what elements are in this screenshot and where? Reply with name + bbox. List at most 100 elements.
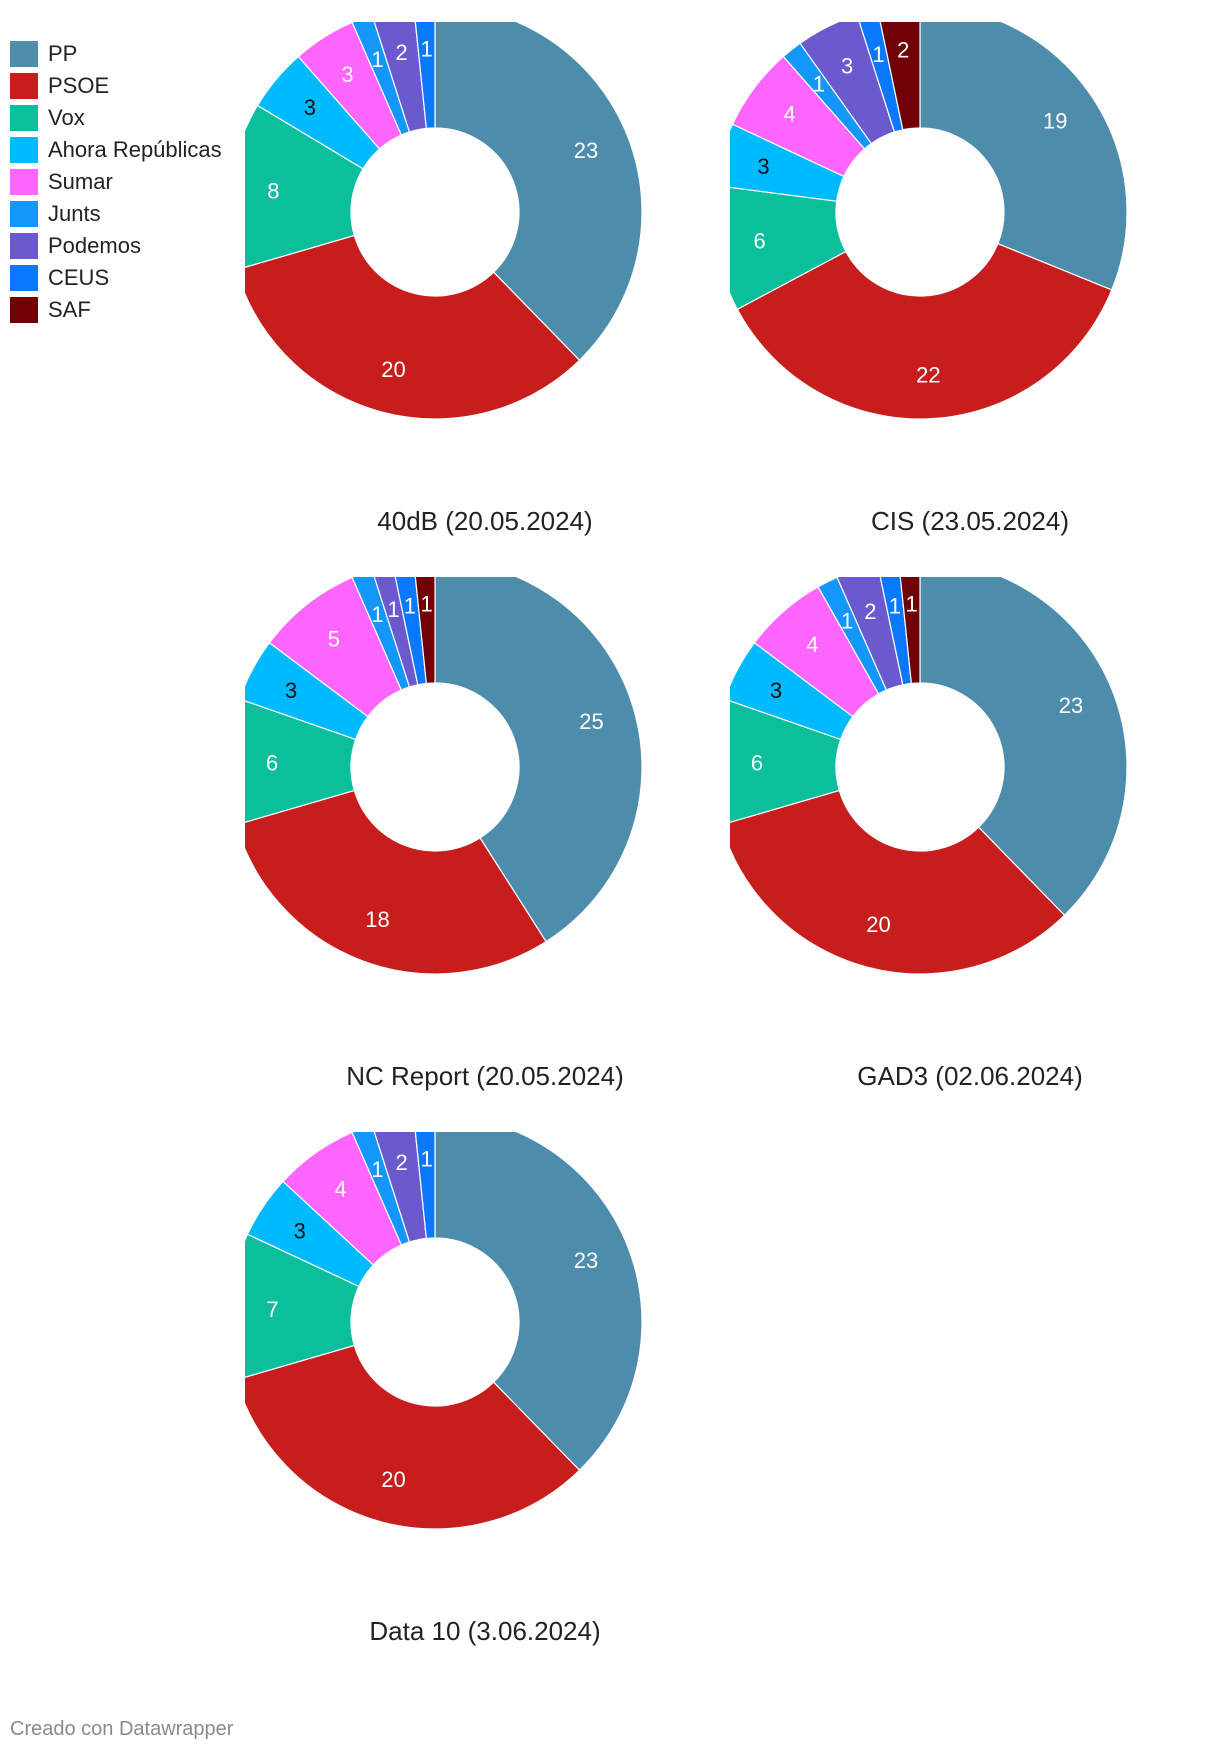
slice-label-vox: 8 — [267, 179, 279, 204]
legend-label: CEUS — [48, 265, 110, 290]
slice-label-ceus: 1 — [889, 593, 901, 618]
slice-label-pp: 23 — [574, 1248, 598, 1273]
donut-chart-cis: 19 22 6 3 4 1 3 1 2 CIS (23.05.2024) — [730, 22, 1210, 552]
slice-psoe — [245, 1344, 581, 1530]
slice-label-ahora-republicas: 3 — [304, 95, 316, 120]
slice-label-junts: 1 — [371, 47, 383, 72]
slice-label-pp: 23 — [1059, 693, 1083, 718]
slice-label-sumar: 4 — [784, 102, 796, 127]
legend-swatch — [10, 169, 38, 195]
legend-swatch — [10, 265, 38, 291]
legend: PP PSOE Vox Ahora Repúblicas Sumar Junts Podem… — [10, 38, 222, 326]
slice-vox — [245, 104, 364, 268]
slice-label-podemos: 2 — [396, 1150, 408, 1175]
legend-swatch — [10, 297, 38, 323]
slice-pp — [434, 1132, 643, 1472]
legend-swatch — [10, 137, 38, 163]
legend-item-ceus: CEUS — [10, 262, 222, 294]
slice-vox — [245, 1233, 360, 1378]
slice-vox — [730, 186, 847, 311]
slice-label-vox: 6 — [266, 750, 278, 775]
slice-label-psoe: 20 — [866, 912, 890, 937]
slice-pp — [434, 22, 643, 362]
slice-psoe — [730, 789, 1066, 975]
slice-podemos — [799, 22, 896, 145]
slice-label-vox: 6 — [754, 229, 766, 254]
slice-vox — [245, 700, 357, 823]
slice-label-sumar: 5 — [328, 627, 340, 652]
legend-item-saf: SAF — [10, 294, 222, 326]
slice-label-junts: 1 — [813, 72, 825, 97]
slice-label-ahora-republicas: 3 — [770, 678, 782, 703]
slice-label-psoe: 20 — [381, 357, 405, 382]
legend-label: Junts — [48, 201, 101, 226]
slice-label-ahora-republicas: 3 — [294, 1219, 306, 1244]
legend-item-vox: Vox — [10, 102, 222, 134]
chart-title: CIS (23.05.2024) — [870, 506, 1069, 536]
slice-label-ceus: 1 — [404, 593, 416, 618]
slice-label-pp: 19 — [1043, 109, 1067, 134]
legend-swatch — [10, 105, 38, 131]
slice-label-ahora-republicas: 3 — [285, 678, 297, 703]
slice-psoe — [245, 234, 581, 420]
slice-saf — [899, 577, 921, 685]
slice-label-saf: 2 — [897, 37, 909, 62]
legend-label: SAF — [48, 297, 91, 322]
legend-item-podemos: Podemos — [10, 230, 222, 262]
donut-chart-nc-report: 25 18 6 3 5 1 1 1 1 NC Report (20.05.2024) — [245, 577, 725, 1107]
slice-label-ahora-republicas: 3 — [757, 154, 769, 179]
slice-label-junts: 1 — [841, 609, 853, 634]
slice-psoe — [245, 789, 547, 975]
donut-chart-gad3: 23 20 6 3 4 1 2 1 1 GAD3 (02.06.2024) — [730, 577, 1210, 1107]
legend-swatch — [10, 73, 38, 99]
slice-label-podemos: 2 — [864, 599, 876, 624]
slice-saf — [414, 577, 436, 685]
slice-label-psoe: 22 — [916, 362, 940, 387]
donut-chart-40db: 23 20 8 3 3 1 2 1 40dB (20.05.2024) — [245, 22, 725, 552]
slice-vox — [730, 700, 842, 823]
slice-label-ceus: 1 — [420, 1147, 432, 1172]
footer-credit[interactable]: Creado con Datawrapper — [10, 1718, 234, 1740]
slice-label-ceus: 1 — [872, 42, 884, 67]
slice-pp — [919, 22, 1128, 291]
legend-label: Vox — [48, 105, 85, 130]
slice-label-podemos: 1 — [387, 597, 399, 622]
legend-item-sumar: Sumar — [10, 166, 222, 198]
legend-label: Ahora Repúblicas — [48, 137, 222, 162]
chart-title: 40dB (20.05.2024) — [377, 506, 593, 536]
legend-item-pp: PP — [10, 38, 222, 70]
slice-label-sumar: 4 — [334, 1177, 346, 1202]
slice-label-saf: 1 — [420, 592, 432, 617]
slice-pp — [919, 577, 1128, 917]
slice-label-vox: 6 — [751, 750, 763, 775]
slice-label-saf: 1 — [905, 592, 917, 617]
slice-saf — [879, 22, 921, 131]
slice-label-sumar: 4 — [806, 632, 818, 657]
slice-ceus — [414, 22, 436, 130]
legend-label: Sumar — [48, 169, 113, 194]
legend-label: PSOE — [48, 73, 110, 98]
legend-swatch — [10, 41, 38, 67]
slice-label-pp: 25 — [579, 709, 603, 734]
slice-label-ceus: 1 — [420, 37, 432, 62]
legend-item-ahora-republicas: Ahora Repúblicas — [10, 134, 222, 166]
slice-label-podemos: 3 — [841, 54, 853, 79]
slice-label-psoe: 20 — [381, 1467, 405, 1492]
slice-ceus — [414, 1132, 436, 1240]
chart-title: Data 10 (3.06.2024) — [369, 1616, 601, 1646]
legend-item-psoe: PSOE — [10, 70, 222, 102]
slice-psoe — [736, 242, 1113, 420]
chart-title: GAD3 (02.06.2024) — [857, 1061, 1083, 1091]
donut-chart-data10: 23 20 7 3 4 1 2 1 Data 10 (3.06.2024) — [245, 1132, 725, 1662]
slice-label-psoe: 18 — [365, 907, 389, 932]
slice-label-sumar: 3 — [341, 62, 353, 87]
chart-title: NC Report (20.05.2024) — [346, 1061, 624, 1091]
legend-swatch — [10, 233, 38, 259]
slice-label-junts: 1 — [371, 602, 383, 627]
slice-label-pp: 23 — [574, 138, 598, 163]
